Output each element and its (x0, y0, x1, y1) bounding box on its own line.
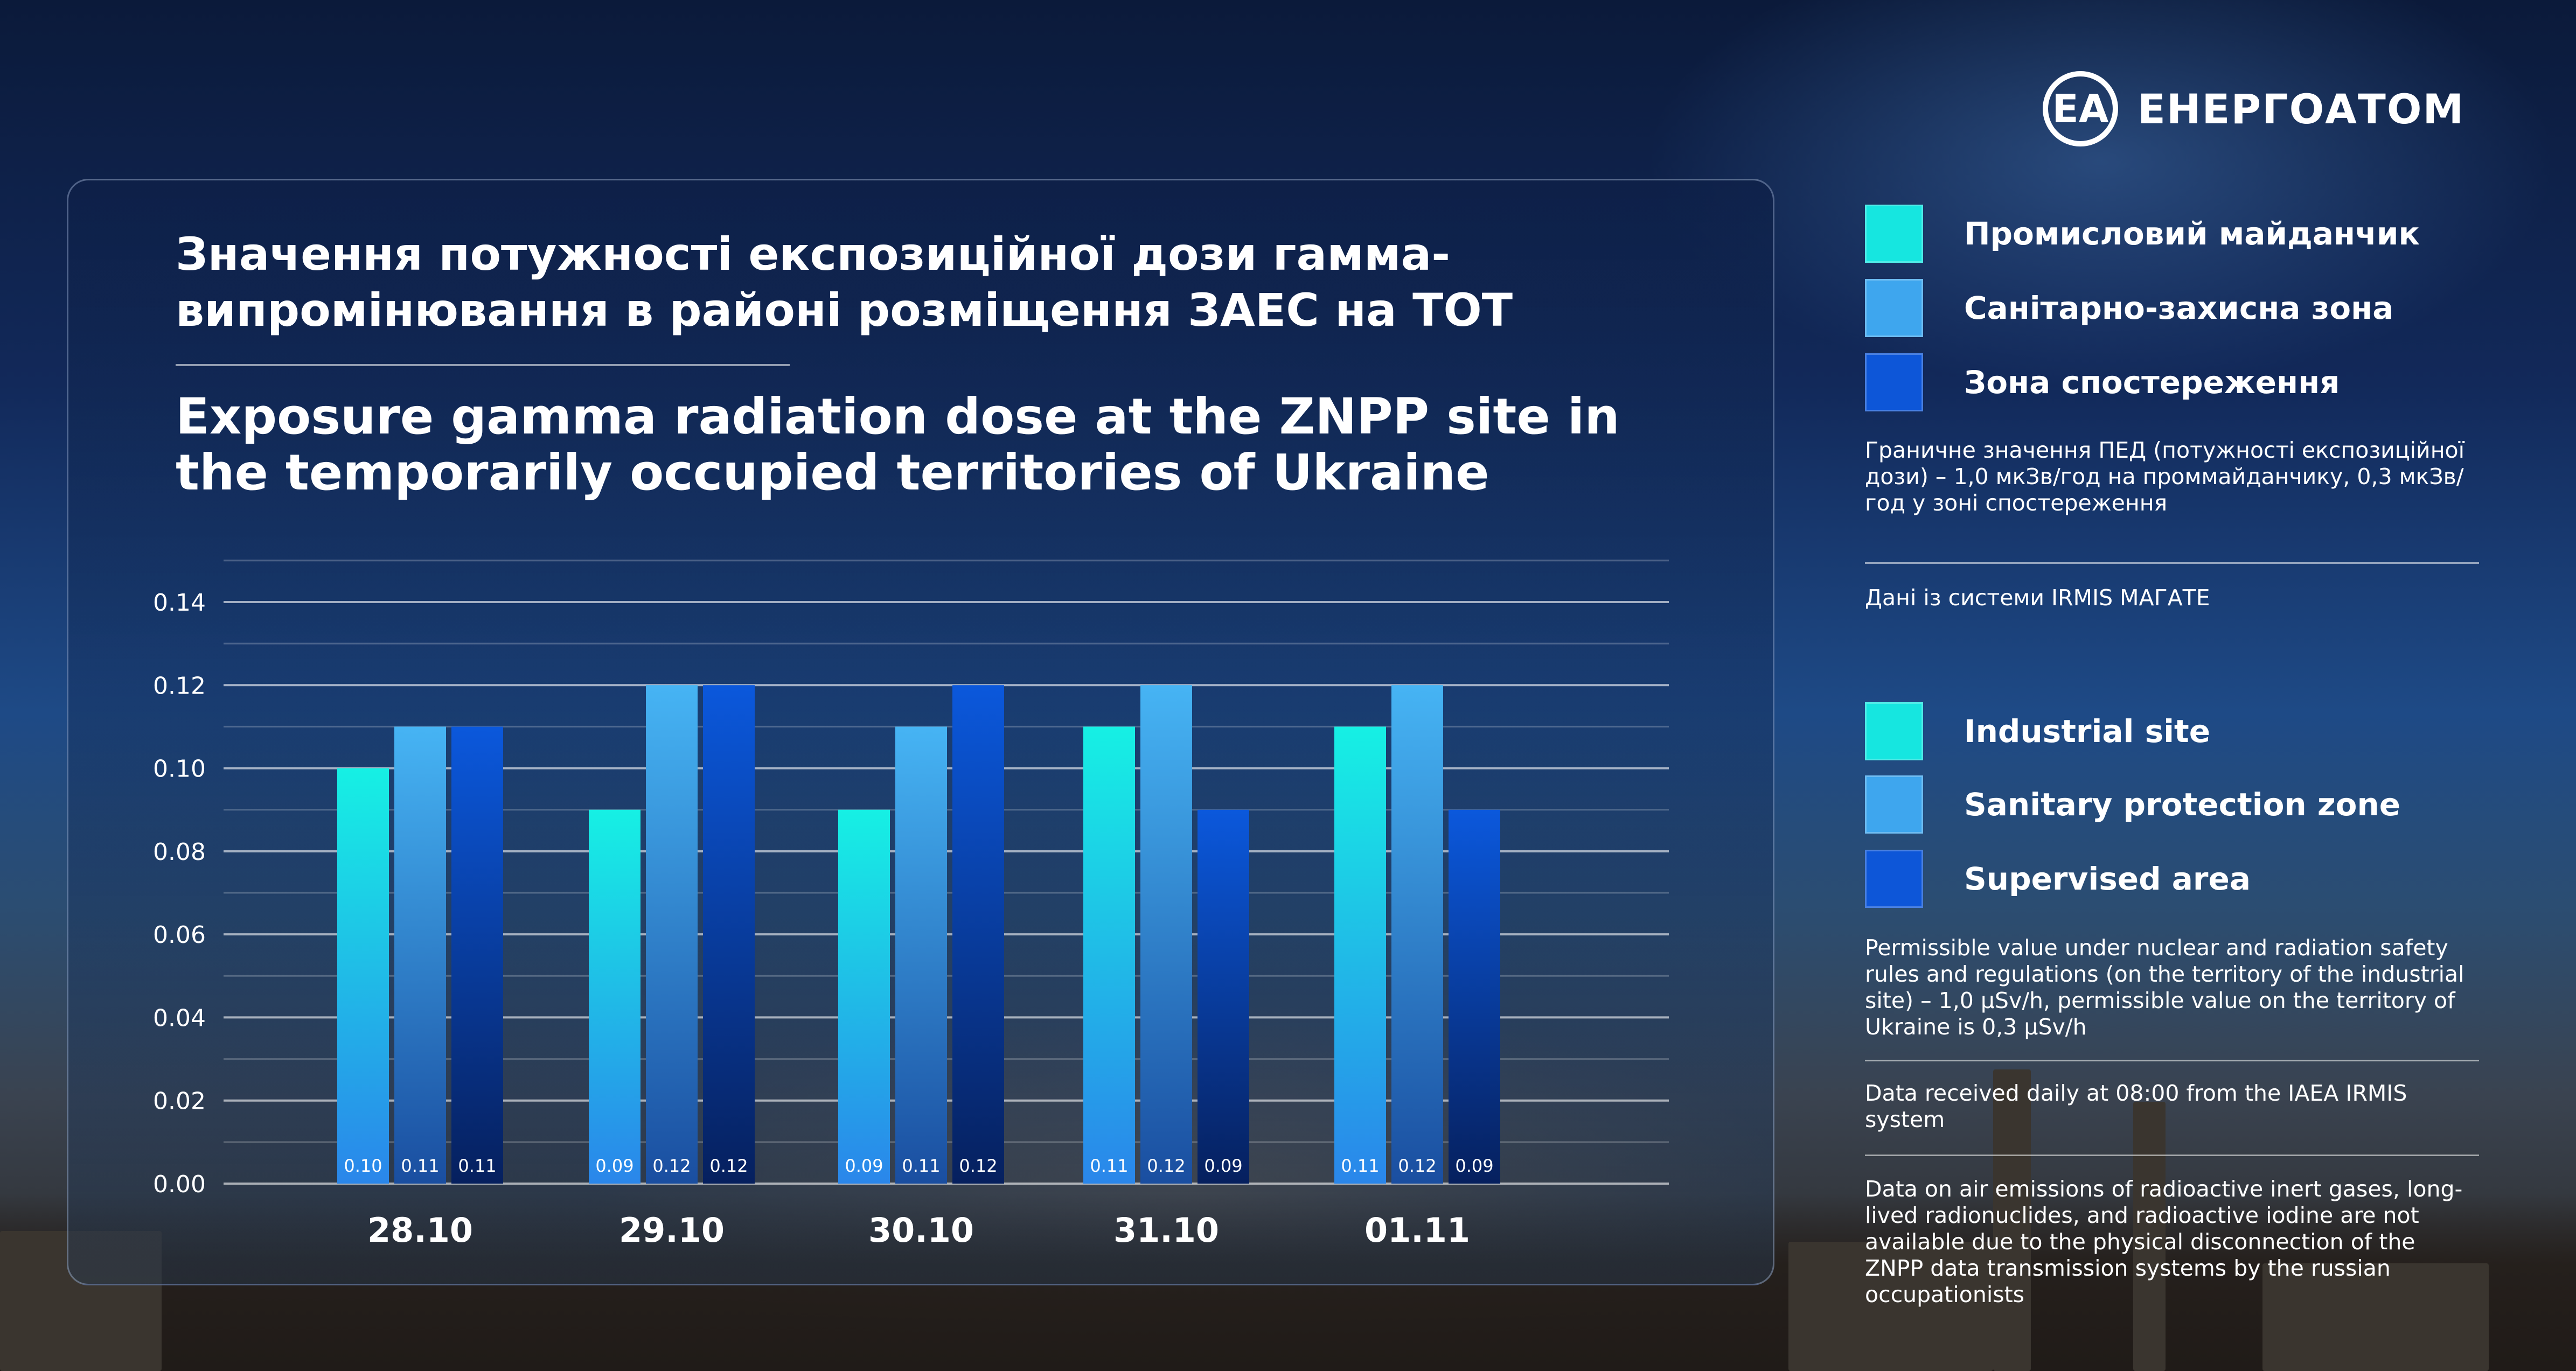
legend-label: Sanitary protection zone (1964, 786, 2401, 823)
title-divider (176, 364, 790, 366)
legend-label: Supervised area (1964, 861, 2251, 897)
x-tick-label: 28.10 (367, 1211, 473, 1250)
bar-value-label: 0.11 (1090, 1156, 1128, 1176)
legend-label: Промисловий майданчик (1964, 215, 2420, 252)
bar-value-label: 0.11 (902, 1156, 940, 1176)
bar (1449, 809, 1500, 1184)
bar-value-label: 0.09 (595, 1156, 633, 1176)
bar-value-label: 0.09 (845, 1156, 883, 1176)
bar (838, 809, 890, 1184)
bar-value-label: 0.12 (709, 1156, 748, 1176)
legend-swatch (1865, 353, 1923, 411)
bar-value-label: 0.11 (458, 1156, 496, 1176)
note-divider (1865, 562, 2479, 564)
background-stack (1993, 1069, 2031, 1371)
background-building (1788, 1242, 1993, 1371)
legend-label: Industrial site (1964, 713, 2211, 750)
y-tick-label: 0.02 (153, 1088, 206, 1115)
legend-item-industrial-en: Industrial site (1865, 702, 2210, 760)
bar (394, 726, 446, 1184)
bar (703, 685, 755, 1184)
bar-value-label: 0.09 (1455, 1156, 1493, 1176)
y-tick-label: 0.14 (153, 589, 206, 617)
note-divider (1865, 1155, 2479, 1156)
legend-item-sanitary-en: Sanitary protection zone (1865, 775, 2400, 834)
note-source-en: Data received daily at 08:00 from the IA… (1865, 1080, 2407, 1132)
legend-swatch (1865, 205, 1923, 263)
bar (895, 726, 947, 1184)
y-tick-label: 0.00 (153, 1171, 206, 1198)
legend-swatch (1865, 775, 1923, 834)
bar-value-label: 0.10 (344, 1156, 382, 1176)
legend-label: Санітарно-захисна зона (1964, 290, 2394, 326)
note-source-ua: Дані із системи IRMIS МАГАТЕ (1865, 585, 2210, 611)
background-stack (2133, 1102, 2166, 1371)
bar (1334, 726, 1386, 1184)
x-tick-label: 29.10 (619, 1211, 725, 1250)
bar (589, 809, 640, 1184)
legend-item-industrial-ua: Промисловий майданчик (1865, 205, 2420, 263)
bar-value-label: 0.11 (401, 1156, 439, 1176)
note-emissions-en: Data on air emissions of radioactive ine… (1865, 1176, 2463, 1307)
bar-value-label: 0.09 (1204, 1156, 1242, 1176)
legend-item-supervised-en: Supervised area (1865, 850, 2251, 908)
legend-swatch (1865, 279, 1923, 337)
brand-name: ЕНЕРГОАТОМ (2138, 85, 2465, 133)
legend-label: Зона спостереження (1964, 364, 2340, 401)
brand-logo: ЕА ЕНЕРГОАТОМ (2043, 71, 2464, 146)
bar (451, 726, 503, 1184)
bar (952, 685, 1004, 1184)
bar-value-label: 0.11 (1341, 1156, 1379, 1176)
legend-swatch (1865, 850, 1923, 908)
x-tick-label: 01.11 (1364, 1211, 1470, 1250)
bar (1198, 809, 1249, 1184)
bar-value-label: 0.12 (652, 1156, 691, 1176)
y-tick-label: 0.10 (153, 756, 206, 783)
note-limit-ua: Граничне значення ПЕД (потужності експоз… (1865, 437, 2464, 516)
note-limit-en: Permissible value under nuclear and radi… (1865, 935, 2464, 1040)
y-tick-label: 0.12 (153, 672, 206, 700)
chart-title-ua: Значення потужності експозиційної дози г… (176, 228, 1513, 337)
chart-title-en: Exposure gamma radiation dose at the ZNP… (176, 388, 1620, 501)
bar (1083, 726, 1135, 1184)
legend-item-supervised-ua: Зона спостереження (1865, 353, 2340, 411)
bar (1391, 685, 1443, 1184)
bar-value-label: 0.12 (1398, 1156, 1436, 1176)
legend-swatch (1865, 702, 1923, 760)
y-tick-label: 0.08 (153, 838, 206, 866)
x-tick-label: 31.10 (1113, 1211, 1219, 1250)
background-building (2262, 1263, 2489, 1371)
x-tick-label: 30.10 (868, 1211, 974, 1250)
bar-value-label: 0.12 (959, 1156, 997, 1176)
y-tick-label: 0.06 (153, 921, 206, 949)
note-divider (1865, 1060, 2479, 1061)
bar (1140, 685, 1192, 1184)
bar (337, 768, 389, 1184)
bar (646, 685, 698, 1184)
logo-mark-icon: ЕА (2043, 71, 2118, 146)
legend-item-sanitary-ua: Санітарно-захисна зона (1865, 279, 2393, 337)
bar-value-label: 0.12 (1147, 1156, 1185, 1176)
y-tick-label: 0.04 (153, 1004, 206, 1032)
